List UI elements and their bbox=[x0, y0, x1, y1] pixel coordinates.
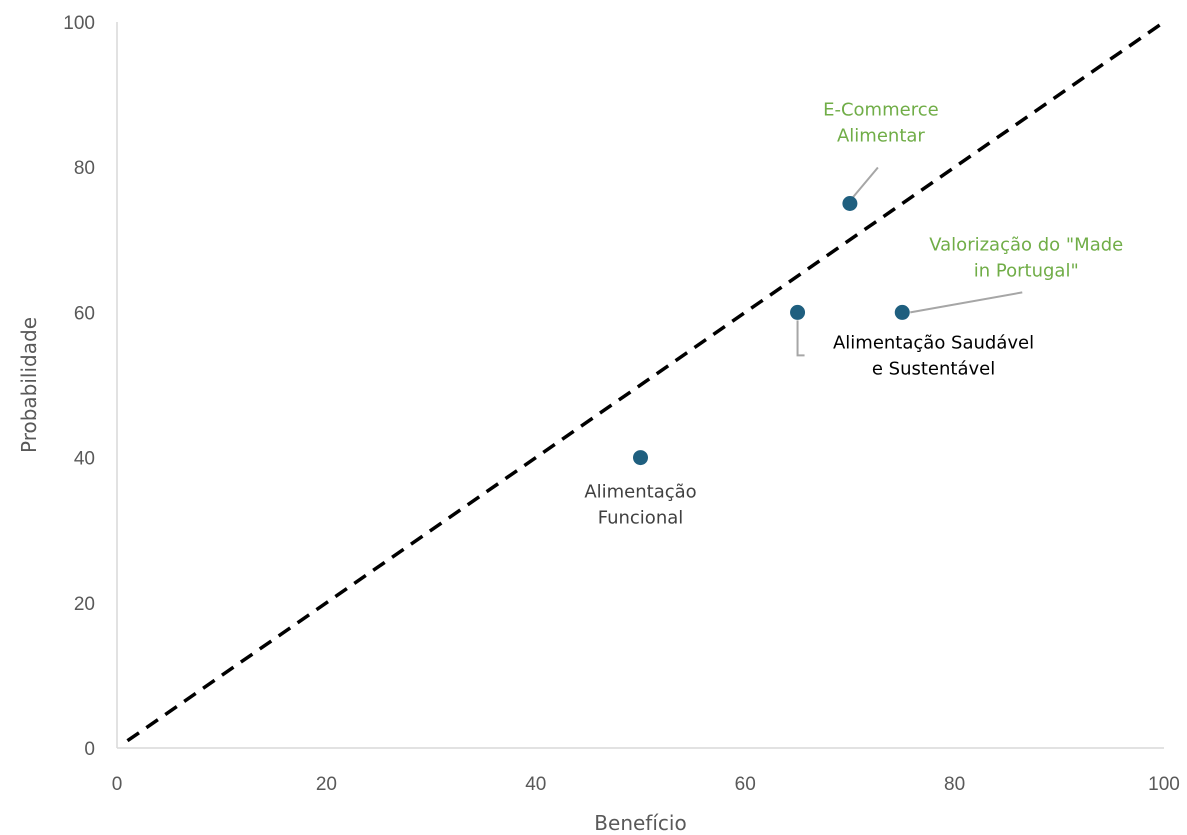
x-tick-label: 100 bbox=[1148, 774, 1180, 795]
y-tick-label: 100 bbox=[63, 13, 95, 34]
y-tick-label: 0 bbox=[84, 739, 95, 760]
label-connector bbox=[796, 320, 805, 357]
y-tick-label: 60 bbox=[74, 303, 95, 324]
point-label-line: Alimentação bbox=[584, 482, 696, 503]
point-label: E-Commerce Alimentar bbox=[823, 100, 939, 147]
point-label-line: Valorização do "Made bbox=[929, 234, 1123, 255]
label-connectors bbox=[796, 166, 1023, 357]
point-label: Valorização do "Made in Portugal" bbox=[929, 234, 1123, 281]
point-label: Alimentação Saudável e Sustentável bbox=[833, 332, 1034, 379]
y-tick-label: 40 bbox=[74, 449, 95, 470]
label-connector bbox=[910, 291, 1023, 314]
point-label-line: Alimentar bbox=[837, 126, 925, 147]
tick-labels: 0 20 40 60 80 100 0 20 40 60 80 100 bbox=[63, 13, 1180, 795]
x-tick-label: 0 bbox=[112, 774, 123, 795]
reference-line-group bbox=[126, 20, 1165, 743]
x-tick-label: 20 bbox=[316, 774, 337, 795]
data-points bbox=[633, 196, 910, 466]
point-label-line: Alimentação Saudável bbox=[833, 332, 1034, 353]
point-label: Alimentação Funcional bbox=[584, 482, 696, 529]
axes bbox=[116, 22, 1164, 749]
data-point[interactable] bbox=[894, 304, 910, 320]
label-connector bbox=[851, 166, 879, 200]
point-labels: E-Commerce Alimentar Valorização do "Made i… bbox=[584, 100, 1123, 529]
point-label-line: e Sustentável bbox=[872, 358, 995, 379]
x-tick-label: 40 bbox=[525, 774, 546, 795]
data-point[interactable] bbox=[790, 304, 806, 320]
y-axis-title: Probabilidade bbox=[17, 317, 41, 453]
y-tick-label: 80 bbox=[74, 158, 95, 179]
reference-line bbox=[126, 20, 1165, 743]
x-axis-title: Benefício bbox=[594, 811, 686, 835]
x-tick-label: 80 bbox=[944, 774, 965, 795]
point-label-line: in Portugal" bbox=[974, 260, 1079, 281]
data-point[interactable] bbox=[842, 196, 858, 211]
data-point[interactable] bbox=[633, 450, 648, 466]
x-tick-label: 60 bbox=[735, 774, 756, 795]
y-tick-label: 20 bbox=[74, 594, 95, 615]
point-label-line: E-Commerce bbox=[823, 100, 939, 121]
point-label-line: Funcional bbox=[598, 508, 684, 529]
